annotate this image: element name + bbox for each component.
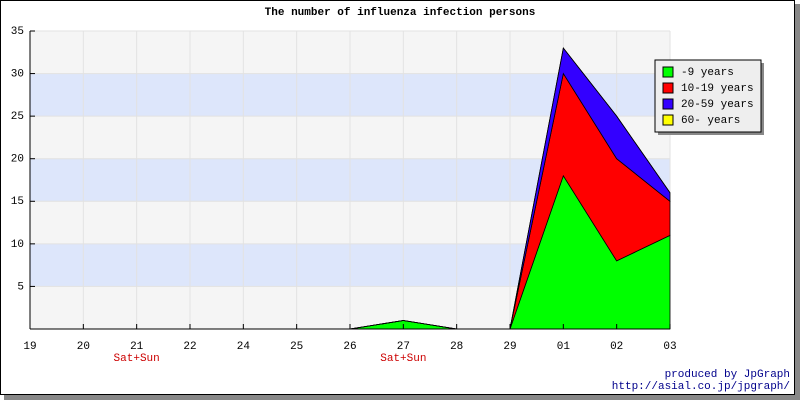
x-tick-label: 19: [23, 341, 36, 353]
x-tick-label: 20: [77, 341, 90, 353]
y-tick-label: 25: [11, 111, 24, 123]
footer: http://asial.co.jp/jpgraph/: [612, 381, 790, 393]
x-tick-label: 03: [663, 341, 676, 353]
legend-label: -9 years: [681, 67, 734, 79]
legend-label: 10-19 years: [681, 83, 754, 95]
x-tick-label: 24: [237, 341, 251, 353]
y-tick-label: 15: [11, 196, 24, 208]
chart-title: The number of influenza infection person…: [265, 7, 536, 19]
x-tick-label: 27: [397, 341, 410, 353]
x-tick-label: 02: [610, 341, 623, 353]
legend-swatch: [662, 66, 674, 78]
legend-label: 20-59 years: [681, 99, 754, 111]
x-tick-label: 25: [290, 341, 303, 353]
x-tick-label: 22: [183, 341, 196, 353]
y-tick-label: 35: [11, 26, 24, 38]
y-tick-label: 10: [11, 239, 24, 251]
x-tick-label: 01: [557, 341, 571, 353]
y-tick-label: 20: [11, 154, 24, 166]
x-sublabel: Sat+Sun: [114, 353, 160, 365]
legend-swatch: [662, 114, 674, 126]
legend-swatch: [662, 82, 674, 94]
x-tick-label: 28: [450, 341, 463, 353]
legend-swatch: [662, 98, 674, 110]
legend-label: 60- years: [681, 115, 740, 127]
y-tick-label: 30: [11, 68, 24, 80]
footer: produced by JpGraph: [665, 369, 790, 381]
x-sublabel: Sat+Sun: [380, 353, 426, 365]
x-tick-label: 29: [503, 341, 516, 353]
x-tick-label: 26: [343, 341, 356, 353]
x-tick-label: 21: [130, 341, 144, 353]
y-tick-label: 5: [17, 281, 24, 293]
